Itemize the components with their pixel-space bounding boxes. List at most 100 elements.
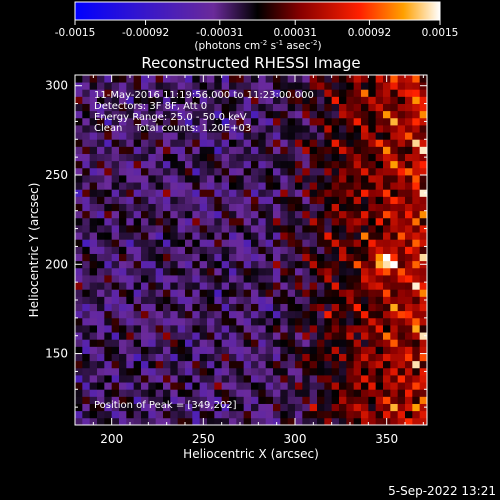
heatmap-cell xyxy=(148,89,157,97)
heatmap-cell xyxy=(185,117,193,126)
heatmap-cell xyxy=(236,353,245,362)
heatmap-cell xyxy=(141,353,149,362)
heatmap-cell xyxy=(89,139,98,147)
heatmap-cell xyxy=(412,417,421,425)
heatmap-cell xyxy=(207,203,215,212)
heatmap-cell xyxy=(397,339,406,347)
heatmap-cell xyxy=(148,167,157,176)
heatmap-cell xyxy=(97,103,105,112)
heatmap-cell xyxy=(324,289,333,297)
heatmap-cell xyxy=(104,282,113,290)
heatmap-cell xyxy=(375,410,384,419)
heatmap-cell xyxy=(229,317,237,326)
heatmap-cell xyxy=(280,253,289,262)
heatmap-cell xyxy=(295,82,303,90)
heatmap-cell xyxy=(119,367,127,376)
heatmap-cell xyxy=(412,253,421,262)
heatmap-cell xyxy=(405,175,413,183)
heatmap-cell xyxy=(419,225,427,233)
heatmap-cell xyxy=(295,196,303,204)
heatmap-cell xyxy=(419,296,427,304)
heatmap-cell xyxy=(82,289,91,297)
heatmap-cell xyxy=(302,375,311,383)
heatmap-cell xyxy=(339,289,347,297)
heatmap-cell xyxy=(383,110,391,119)
heatmap-cell xyxy=(368,82,377,90)
heatmap-cell xyxy=(353,103,362,112)
heatmap-cell xyxy=(419,239,427,247)
heatmap-cell xyxy=(177,325,186,333)
heatmap-cell xyxy=(185,210,193,219)
heatmap-cell xyxy=(346,296,355,304)
heatmap-cell xyxy=(207,289,215,297)
heatmap-cell xyxy=(258,389,267,397)
heatmap-cell xyxy=(192,275,201,283)
heatmap-cell xyxy=(309,132,318,140)
heatmap-cell xyxy=(148,382,157,390)
heatmap-cell xyxy=(287,353,296,362)
heatmap-cell xyxy=(353,339,362,347)
heatmap-cell xyxy=(258,260,267,269)
heatmap-cell xyxy=(199,132,208,140)
heatmap-cell xyxy=(295,132,303,140)
heatmap-cell xyxy=(265,125,274,133)
heatmap-cell xyxy=(104,253,113,262)
heatmap-cell xyxy=(368,282,377,290)
heatmap-cell xyxy=(331,175,340,183)
heatmap-cell xyxy=(221,253,230,262)
heatmap-cell xyxy=(302,317,311,326)
heatmap-cell xyxy=(405,196,413,204)
heatmap-cell xyxy=(185,89,193,97)
heatmap-cell xyxy=(339,146,347,154)
heatmap-cell xyxy=(280,339,289,347)
heatmap-cell xyxy=(295,175,303,183)
heatmap-cell xyxy=(243,317,252,326)
heatmap-cell xyxy=(82,203,91,212)
heatmap-cell xyxy=(295,410,303,419)
heatmap-cell xyxy=(177,410,186,419)
heatmap-cell xyxy=(185,182,193,190)
heatmap-cell xyxy=(361,189,369,197)
heatmap-cell xyxy=(309,360,318,369)
heatmap-cell xyxy=(273,203,281,212)
heatmap-cell xyxy=(361,339,369,347)
heatmap-cell xyxy=(111,132,120,140)
heatmap-cell xyxy=(383,382,391,390)
heatmap-cell xyxy=(258,403,267,412)
heatmap-cell xyxy=(221,260,230,269)
heatmap-cell xyxy=(111,253,120,262)
heatmap-cell xyxy=(199,275,208,283)
heatmap-cell xyxy=(251,175,259,183)
heatmap-cell xyxy=(302,103,311,112)
heatmap-cell xyxy=(133,382,142,390)
heatmap-cell xyxy=(207,110,215,119)
heatmap-cell xyxy=(170,167,179,176)
heatmap-cell xyxy=(309,139,318,147)
heatmap-cell xyxy=(383,325,391,333)
heatmap-cell xyxy=(331,125,340,133)
heatmap-cell xyxy=(280,289,289,297)
heatmap-cell xyxy=(111,339,120,347)
heatmap-cell xyxy=(199,239,208,247)
heatmap-cell xyxy=(331,203,340,212)
heatmap-cell xyxy=(163,167,171,176)
heatmap-cell xyxy=(265,310,274,319)
heatmap-cell xyxy=(346,89,355,97)
heatmap-cell xyxy=(295,232,303,240)
heatmap-cell xyxy=(339,253,347,262)
heatmap-cell xyxy=(331,267,340,276)
heatmap-cell xyxy=(383,175,391,183)
heatmap-cell xyxy=(97,260,105,269)
heatmap-cell xyxy=(361,132,369,140)
heatmap-cell xyxy=(148,325,157,333)
heatmap-cell xyxy=(375,182,384,190)
heatmap-cell xyxy=(229,110,237,119)
heatmap-cell xyxy=(353,417,362,425)
heatmap-cell xyxy=(287,232,296,240)
heatmap-cell xyxy=(177,310,186,319)
heatmap-cell xyxy=(361,260,369,269)
heatmap-cell xyxy=(148,253,157,262)
heatmap-cell xyxy=(207,246,215,254)
heatmap-cell xyxy=(89,110,98,119)
heatmap-cell xyxy=(361,410,369,419)
